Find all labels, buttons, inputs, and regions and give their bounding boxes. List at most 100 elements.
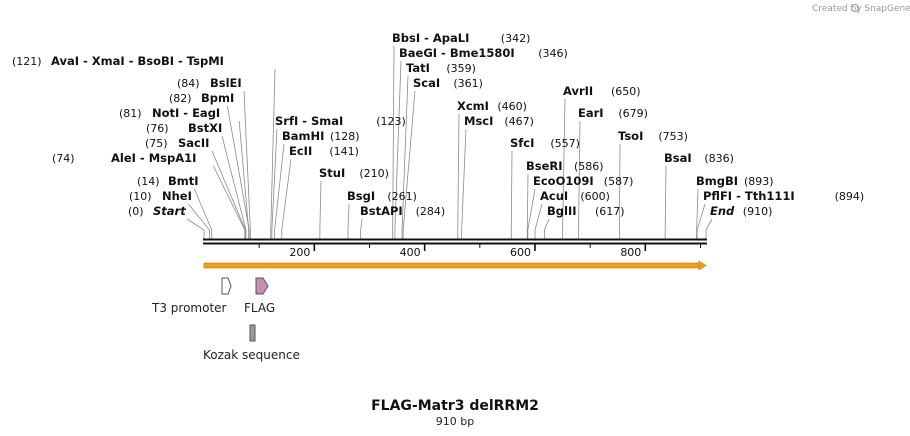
enzyme-name: BbsI - ApaLI [392,31,469,45]
cut-leader [526,173,529,240]
enzyme-label[interactable]: EarI (679) [578,106,648,120]
enzyme-position: (0) [128,205,144,218]
enzyme-position: (210) [359,167,389,180]
enzyme-label[interactable]: SfcI (557) [510,136,580,150]
enzyme-position: (141) [329,145,359,158]
enzyme-label[interactable]: BsgI (261) [347,189,417,203]
enzyme-label[interactable]: XcmI (460) [457,99,527,113]
enzyme-name: EarI [578,106,604,120]
enzyme-label[interactable]: BpmI (82) [169,91,234,105]
enzyme-position: (121) [12,55,42,68]
enzyme-label[interactable]: BstAPI (284) [360,204,445,218]
enzyme-label[interactable]: MscI (467) [464,114,534,128]
cut-leader [360,218,363,240]
enzyme-label[interactable]: BsaI (836) [664,151,734,165]
enzyme-name: AvaI - XmaI - BsoBI - TspMI [51,54,224,68]
enzyme-name: BstXI [188,121,222,135]
enzyme-label[interactable]: BstXI (76) [146,121,222,135]
enzyme-position: (75) [145,137,168,150]
feature-kozak-sequence[interactable]: Kozak sequence [203,324,300,362]
cut-leader [510,150,513,240]
enzyme-label[interactable]: BglII (617) [547,204,625,218]
enzyme-label[interactable]: BamHI (128) [282,129,360,143]
cut-leader [562,98,566,240]
enzyme-label[interactable]: AvaI - XmaI - BsoBI - TspMI (121) [12,54,224,68]
enzyme-name: AvrII [563,84,593,98]
enzyme-label[interactable]: BseRI (586) [526,159,604,173]
enzyme-position: (836) [704,152,734,165]
enzyme-position: (346) [538,47,568,60]
cut-leader [319,180,322,240]
cut-leader [534,203,543,240]
enzyme-position: (893) [744,175,774,188]
enzyme-label[interactable]: BmtI (14) [137,174,199,188]
credit-text: Created by SnapGene [812,4,910,14]
enzyme-name: BmgBI [696,174,738,188]
enzyme-label[interactable]: TsoI (753) [618,129,688,143]
enzyme-label[interactable]: AvrII (650) [563,84,641,98]
cut-leader [461,128,467,240]
enzyme-label[interactable]: SacII (75) [145,136,209,150]
ruler-tick-label: 200 [289,246,310,259]
enzyme-name: TsoI [618,129,643,143]
enzyme-label[interactable]: TatI (359) [406,61,476,75]
enzyme-position: (910) [743,205,773,218]
enzyme-name: BamHI [282,129,324,143]
cut-leader [186,218,205,240]
enzyme-label[interactable]: ScaI (361) [413,76,483,90]
cut-leader [696,203,706,240]
enzyme-position: (74) [52,152,75,165]
cut-leader [618,143,621,240]
enzyme-label[interactable]: BbsI - ApaLI (342) [392,31,530,45]
feature-flag[interactable]: FLAG [244,277,275,315]
enzyme-label[interactable]: BaeGI - Bme1580I (346) [399,46,568,60]
enzyme-label[interactable]: Start (0) [128,204,186,218]
enzyme-label[interactable]: PflFI - Tth111I (894) [703,189,864,203]
enzyme-name: StuI [319,166,345,180]
cut-leader [696,188,699,240]
enzyme-label[interactable]: NheI (10) [129,189,192,203]
enzyme-name: AcuI [540,189,568,203]
cut-leader [527,188,536,240]
enzyme-name: BstAPI [360,204,403,218]
enzyme-label[interactable]: AcuI (600) [540,189,610,203]
cut-leader [664,165,667,240]
cut-leader [211,150,246,240]
enzyme-position: (600) [580,190,610,203]
enzyme-position: (84) [177,77,200,90]
cut-leader [705,218,713,240]
feature-t3-promoter[interactable]: T3 promoter [151,277,232,315]
ruler-tick-label: 400 [400,246,421,259]
cut-leader [578,120,581,240]
enzyme-name: BseRI [526,159,563,173]
enzyme-name: End [710,204,735,218]
enzyme-name: Start [153,204,186,218]
enzyme-label[interactable]: EcII (141) [289,144,359,158]
enzyme-name: BslEI [210,76,242,90]
enzyme-label[interactable]: End (910) [710,204,772,218]
enzyme-position: (650) [611,85,641,98]
enzyme-name: TatI [406,61,430,75]
cut-leader [194,188,213,240]
enzyme-label[interactable]: BslEI (84) [177,76,242,90]
enzyme-position: (10) [129,190,152,203]
cut-leader [394,60,402,240]
enzyme-position: (359) [446,62,476,75]
enzyme-label[interactable]: AleI - MspA1I (74) [52,151,196,165]
cut-leader [188,203,210,240]
enzyme-label[interactable]: NotI - EagI (81) [119,106,220,120]
enzyme-position: (557) [550,137,580,150]
enzyme-name: SacII [178,136,209,150]
cut-leader [274,143,285,240]
enzyme-position: (128) [330,130,360,143]
enzyme-name: BaeGI - Bme1580I [399,46,515,60]
map-subtitle: 910 bp [436,415,474,428]
enzyme-position: (14) [137,175,160,188]
enzyme-label[interactable]: SrfI - SmaI (123) [275,114,406,128]
enzyme-position: (587) [604,175,634,188]
enzyme-label[interactable]: EcoO109I (587) [533,174,633,188]
enzyme-label[interactable]: BmgBI (893) [696,174,774,188]
enzyme-label[interactable]: StuI (210) [319,166,389,180]
cut-leader [213,165,246,240]
enzyme-position: (753) [658,130,688,143]
